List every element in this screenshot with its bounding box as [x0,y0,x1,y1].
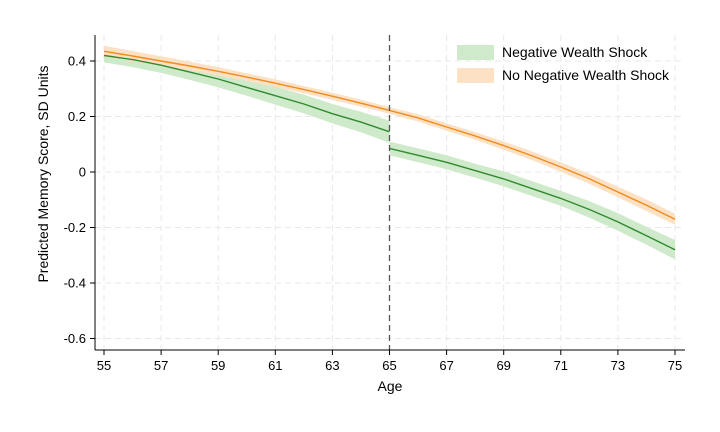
x-tick-label-4: 63 [325,358,339,373]
series-0-band-1 [389,141,675,260]
series-0-band-0 [104,48,390,143]
x-tick-label-8: 71 [554,358,568,373]
y-tick-label-2: 0 [79,165,86,180]
x-tick-label-10: 75 [668,358,682,373]
legend-swatch-1 [457,68,494,83]
x-tick-label-1: 57 [154,358,168,373]
legend-swatch-0 [457,45,494,60]
y-tick-label-4: -0.4 [64,276,86,291]
y-tick-label-3: -0.2 [64,220,86,235]
y-tick-label-5: -0.6 [64,331,86,346]
series-0-line-1 [389,147,676,251]
x-tick-label-0: 55 [97,358,111,373]
series-0-line-0 [103,54,390,133]
x-tick-label-7: 69 [496,358,510,373]
x-tick-label-5: 65 [382,358,396,373]
legend: Negative Wealth Shock No Negative Wealth … [457,44,670,83]
y-axis-title: Predicted Memory Score, SD Units [35,65,51,282]
axes: 55 57 59 61 63 65 67 69 71 73 75 0.4 0.2 0 -0.2 -0.4 -0.… [64,35,685,373]
x-axis-title: Age [378,378,403,394]
y-tick-label-1: 0.2 [68,109,86,124]
legend-label-1: No Negative Wealth Shock [502,67,670,83]
x-tick-label-3: 61 [268,358,282,373]
x-tick-label-2: 59 [211,358,225,373]
confidence-bands [104,45,675,260]
legend-label-0: Negative Wealth Shock [502,44,648,60]
x-tick-label-9: 73 [611,358,625,373]
x-tick-label-6: 67 [439,358,453,373]
y-tick-label-0: 0.4 [68,54,86,69]
series-1-band-0 [104,45,675,225]
